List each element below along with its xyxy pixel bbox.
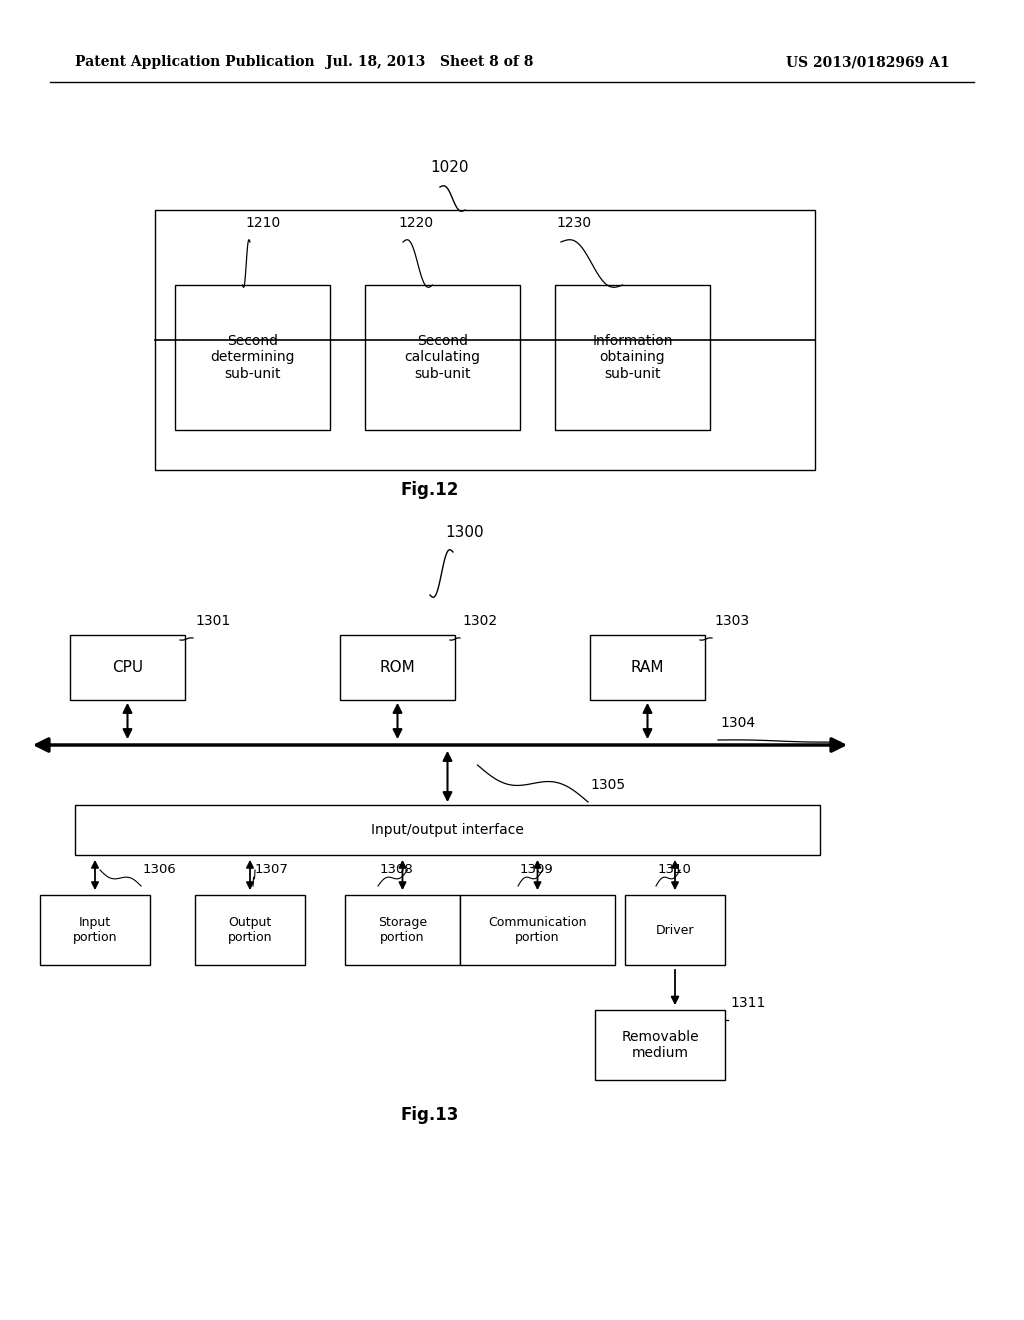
Text: 1308: 1308	[380, 863, 414, 876]
Bar	[595, 1010, 725, 1080]
Bar	[70, 635, 185, 700]
Text: 1020: 1020	[430, 160, 469, 176]
Bar	[195, 895, 305, 965]
Bar	[175, 285, 330, 430]
Text: Storage
portion: Storage portion	[378, 916, 427, 944]
Text: 1305: 1305	[590, 777, 625, 792]
Bar	[460, 895, 615, 965]
Bar	[40, 895, 150, 965]
Text: Information
obtaining
sub-unit: Information obtaining sub-unit	[592, 334, 673, 380]
Text: ROM: ROM	[380, 660, 416, 675]
Text: Second
calculating
sub-unit: Second calculating sub-unit	[404, 334, 480, 380]
Text: 1300: 1300	[445, 525, 483, 540]
Bar	[625, 895, 725, 965]
Text: 1220: 1220	[398, 216, 433, 230]
Text: Driver: Driver	[655, 924, 694, 936]
Bar	[75, 805, 820, 855]
Bar	[555, 285, 710, 430]
Text: Patent Application Publication: Patent Application Publication	[75, 55, 314, 69]
Bar	[365, 285, 520, 430]
Text: CPU: CPU	[112, 660, 143, 675]
Bar	[590, 635, 705, 700]
Text: US 2013/0182969 A1: US 2013/0182969 A1	[786, 55, 950, 69]
Text: 1303: 1303	[714, 614, 750, 628]
Bar	[155, 210, 815, 470]
Text: Communication
portion: Communication portion	[488, 916, 587, 944]
Text: Fig.13: Fig.13	[400, 1106, 459, 1125]
Text: 1230: 1230	[556, 216, 591, 230]
Text: 1310: 1310	[658, 863, 692, 876]
Text: 1210: 1210	[245, 216, 281, 230]
Text: 1301: 1301	[195, 614, 230, 628]
Text: 1311: 1311	[730, 997, 765, 1010]
Text: 1309: 1309	[520, 863, 554, 876]
Text: 1306: 1306	[143, 863, 177, 876]
Text: Fig.12: Fig.12	[400, 480, 459, 499]
Text: Input/output interface: Input/output interface	[371, 822, 524, 837]
Text: Jul. 18, 2013   Sheet 8 of 8: Jul. 18, 2013 Sheet 8 of 8	[327, 55, 534, 69]
Text: 1302: 1302	[462, 614, 497, 628]
Text: Removable
medium: Removable medium	[622, 1030, 698, 1060]
Text: Input
portion: Input portion	[73, 916, 118, 944]
Text: 1304: 1304	[720, 715, 755, 730]
Text: RAM: RAM	[631, 660, 665, 675]
Text: 1307: 1307	[255, 863, 289, 876]
Text: Second
determining
sub-unit: Second determining sub-unit	[210, 334, 295, 380]
Text: Output
portion: Output portion	[227, 916, 272, 944]
Bar	[345, 895, 460, 965]
Bar	[340, 635, 455, 700]
